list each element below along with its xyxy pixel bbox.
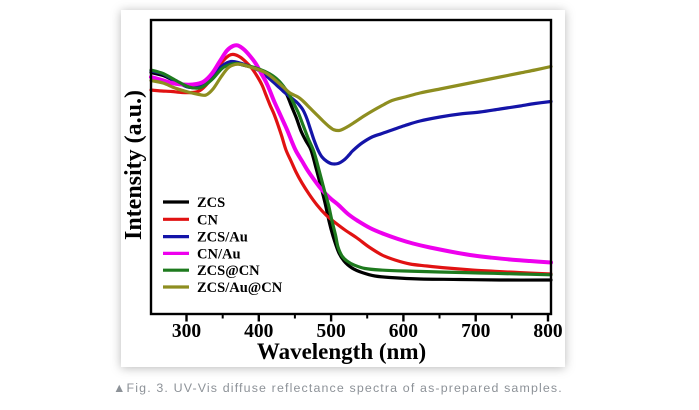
svg-text:ZCS/Au: ZCS/Au [197, 230, 248, 246]
svg-text:Intensity (a.u.): Intensity (a.u.) [121, 90, 147, 240]
svg-text:CN/Au: CN/Au [197, 246, 241, 262]
svg-text:800: 800 [533, 321, 562, 342]
svg-text:CN: CN [197, 212, 218, 228]
svg-text:300: 300 [172, 321, 201, 342]
svg-text:400: 400 [244, 321, 273, 342]
svg-text:▲Fig. 3. UV-Vis diffuse reflec: ▲Fig. 3. UV-Vis diffuse reflectance spec… [113, 381, 563, 395]
svg-text:ZCS/Au@CN: ZCS/Au@CN [197, 280, 283, 296]
svg-text:ZCS@CN: ZCS@CN [197, 263, 260, 279]
svg-text:ZCS: ZCS [197, 195, 225, 211]
svg-text:Wavelength (nm): Wavelength (nm) [257, 339, 426, 364]
svg-text:500: 500 [316, 321, 345, 342]
svg-text:700: 700 [461, 321, 490, 342]
svg-text:600: 600 [389, 321, 418, 342]
